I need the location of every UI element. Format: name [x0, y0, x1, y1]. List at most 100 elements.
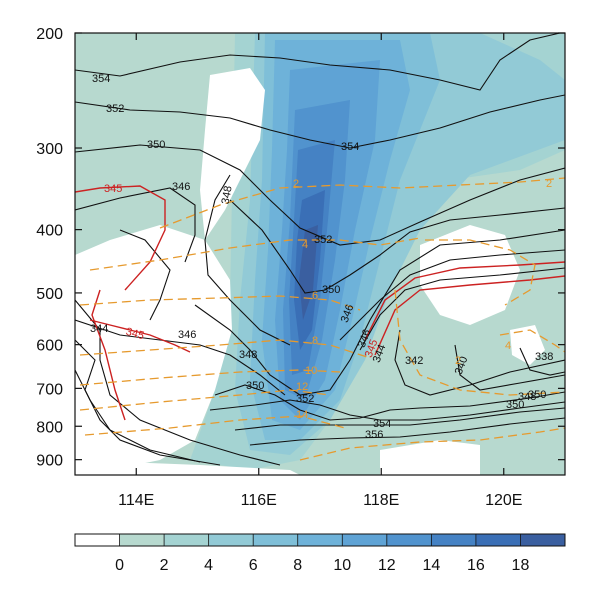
contour-350-upper — [75, 144, 565, 246]
colorbar-label: 12 — [378, 557, 396, 574]
colorbar-label: 6 — [249, 557, 258, 574]
y-axis: 200 300 400 500 600 700 800 900 — [36, 26, 565, 470]
dashed-10 — [79, 369, 341, 386]
red-contour-label: 345 — [124, 326, 145, 342]
contour-label: 352 — [296, 393, 314, 405]
contour-label: 342 — [405, 355, 423, 367]
dashed-12 — [79, 389, 331, 411]
shading-level-20 — [299, 225, 318, 320]
contour-label: 346 — [356, 328, 374, 349]
colorbar-swatch — [75, 534, 120, 546]
contour-west-zigzag-a — [75, 339, 221, 466]
orange-dashed-contours — [79, 177, 565, 461]
contour-label: 348 — [239, 349, 257, 361]
contour-label: 350 — [322, 284, 340, 296]
y-tick-label: 800 — [36, 419, 63, 436]
contour-label: 340 — [453, 355, 471, 376]
red-contour-labels: 345 345 345 — [104, 183, 380, 359]
contour-342-east — [394, 329, 565, 396]
colorbar-frame — [74, 533, 566, 547]
orange-contour-label: 6 — [312, 290, 318, 302]
colorbar-swatch — [119, 534, 165, 546]
contour-346-east — [339, 249, 565, 341]
contour-label: 356 — [365, 429, 383, 441]
contour-label: 348 — [220, 185, 235, 205]
contour-label: 354 — [373, 418, 391, 430]
plot-frame — [74, 32, 566, 476]
plot-area: 354 352 350 346 348 350 352 354 350 346 … — [75, 33, 565, 475]
red-contour-345-east-b — [374, 275, 565, 356]
contour-label: 344 — [371, 343, 389, 364]
colorbar-swatch — [253, 534, 298, 546]
contour-label: 350 — [246, 380, 264, 392]
red-contour-label: 345 — [104, 183, 122, 195]
contour-340-east — [454, 344, 565, 391]
colorbar-label: 0 — [115, 557, 124, 574]
black-contour-labels: 354 352 350 346 348 350 352 354 350 346 … — [90, 73, 553, 441]
orange-contour-label: 2 — [455, 355, 461, 367]
red-contours — [75, 185, 565, 421]
orange-contour-label: 10 — [305, 365, 317, 377]
contour-label: 346 — [172, 181, 190, 193]
colorbar-label: 2 — [160, 557, 169, 574]
contour-338-east — [519, 347, 565, 376]
contour-label: 350 — [506, 399, 524, 411]
orange-contour-labels: 2 2 4 6 8 10 12 14 2 4 — [293, 178, 552, 421]
orange-contour-label: 2 — [546, 178, 552, 190]
dashed-east-a — [425, 239, 536, 306]
contour-346-west — [75, 187, 196, 263]
y-tick-label: 400 — [36, 223, 63, 240]
x-tick-label: 114E — [118, 492, 154, 509]
contour-label: 354 — [341, 141, 359, 153]
white-region-east — [420, 225, 520, 325]
black-contours — [75, 33, 565, 466]
contour-west-zigzag-c — [119, 229, 171, 321]
orange-contour-label: 12 — [296, 381, 308, 393]
dashed-east-c — [499, 329, 565, 353]
contour-label: 350 — [528, 389, 546, 401]
colorbar-label: 8 — [293, 557, 302, 574]
red-contour-345-east — [364, 261, 565, 341]
white-region-west — [75, 225, 232, 470]
contour-label: 350 — [147, 139, 165, 151]
y-tick-label: 300 — [36, 141, 63, 158]
white-region-east-low — [510, 325, 545, 365]
y-tick-label: 600 — [36, 338, 63, 355]
y-tick-label: 900 — [36, 453, 63, 470]
contour-354-low — [234, 407, 565, 431]
dashed-4 — [89, 237, 421, 271]
colorbar-label: 10 — [333, 557, 351, 574]
y-tick-label: 500 — [36, 286, 63, 303]
colorbar: 0 2 4 6 8 10 12 14 16 18 — [74, 533, 566, 574]
red-contour-345-westwall — [91, 289, 126, 421]
contour-west-zigzag-b — [75, 369, 201, 463]
colorbar-swatch — [386, 534, 432, 546]
colorbar-swatch — [342, 534, 387, 546]
dashed-6 — [79, 295, 361, 311]
contour-356-low — [249, 417, 565, 446]
contour-354-upper — [75, 33, 561, 91]
y-tick-label: 200 — [36, 26, 63, 43]
contour-350-low — [214, 384, 565, 421]
dashed-south — [299, 427, 565, 461]
contour-label: 344 — [90, 323, 108, 335]
colorbar-label: 18 — [512, 557, 530, 574]
contour-label: 346 — [339, 303, 357, 324]
colorbar-swatch — [164, 534, 209, 546]
contour-352-low — [209, 399, 565, 421]
colorbar-label: 14 — [422, 557, 440, 574]
colorbar-swatch — [431, 534, 476, 546]
colorbar-swatch — [297, 534, 343, 546]
contour-label: 352 — [106, 103, 124, 115]
x-tick-label: 118E — [363, 492, 399, 509]
contour-348-mid — [194, 229, 565, 396]
white-region-southeast — [380, 440, 480, 475]
dashed-8 — [79, 339, 371, 359]
colorbar-swatch — [520, 534, 565, 546]
orange-contour-label: 4 — [302, 239, 308, 251]
contour-348-west — [204, 174, 291, 346]
colorbar-swatch — [475, 534, 521, 546]
x-tick-label: 120E — [485, 492, 522, 509]
orange-contour-label: 8 — [312, 335, 318, 347]
